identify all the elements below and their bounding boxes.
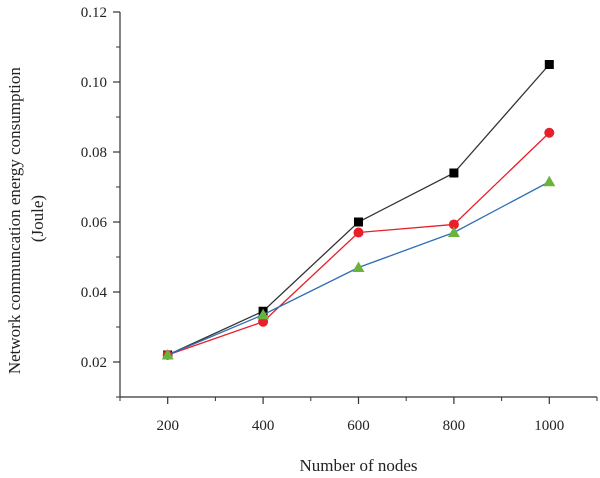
y-axis-label: Network communcation energy consumption … xyxy=(5,63,47,374)
y-tick-label: 0.04 xyxy=(81,285,108,301)
series-1 xyxy=(163,60,554,360)
data-point-triangle xyxy=(447,226,460,237)
data-point-triangle xyxy=(257,308,270,320)
series-line xyxy=(167,64,550,356)
series-line xyxy=(167,132,550,356)
data-point-square xyxy=(354,217,363,227)
ticks: 200 400 600 800 1000 0.02 0.04 0.06 0.08 0.10 0.12 xyxy=(81,5,598,434)
y-tick-label: 0.12 xyxy=(81,5,107,21)
y-axis-label-line-2: (Joule) xyxy=(28,195,47,242)
data-point-triangle xyxy=(543,175,556,187)
data-point-square xyxy=(544,60,554,69)
series-3 xyxy=(161,175,556,360)
data-point-circle xyxy=(544,127,555,138)
data-point-triangle xyxy=(352,261,365,272)
axes xyxy=(119,12,597,398)
x-axis-label: Number of nodes xyxy=(299,456,417,475)
x-tick-label: 600 xyxy=(347,418,370,434)
x-tick-label: 800 xyxy=(443,418,466,434)
y-tick-label: 0.10 xyxy=(81,75,107,91)
data-point-triangle xyxy=(161,349,174,360)
data-point-square xyxy=(449,168,459,178)
x-tick-label: 1000 xyxy=(534,418,564,434)
x-tick-label: 400 xyxy=(252,418,275,434)
data-point-circle xyxy=(448,219,459,230)
y-tick-label: 0.06 xyxy=(81,215,108,231)
series-2 xyxy=(162,127,555,360)
y-tick-label: 0.08 xyxy=(81,145,107,161)
data-point-circle xyxy=(353,227,364,238)
y-axis-label-line-1: Network communcation energy consumption xyxy=(5,67,24,375)
x-tick-label: 200 xyxy=(156,418,179,434)
series-group xyxy=(161,60,556,360)
y-tick-label: 0.02 xyxy=(81,355,107,371)
